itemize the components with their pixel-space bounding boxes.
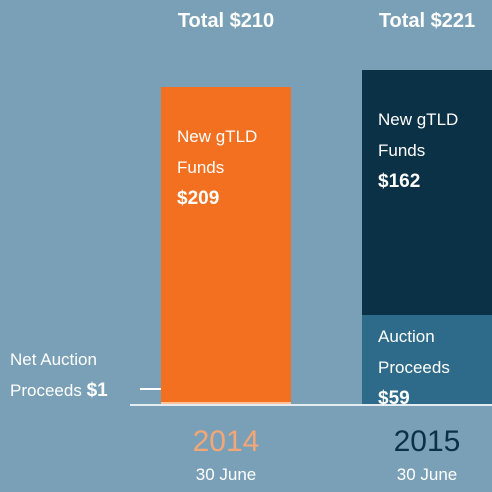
bar-segment (161, 402, 291, 404)
bar-segment (362, 314, 492, 404)
segment-label: New gTLD Funds $209 (177, 121, 277, 214)
bar-segment (161, 86, 291, 403)
segment-value: $1 (86, 380, 108, 401)
segment-label: Auction Proceeds $59 (378, 321, 478, 414)
segment-value: $162 (378, 171, 421, 192)
segment-name: New gTLD Funds (378, 110, 459, 160)
segment-name: New gTLD Funds (177, 126, 258, 177)
bar-segment (362, 70, 492, 315)
segment-name: Auction Proceeds (378, 326, 450, 377)
segment-value: $209 (177, 187, 220, 209)
category-sublabel: 30 June (195, 465, 257, 484)
category-label: 2015 (393, 425, 461, 458)
segment-value: $59 (378, 387, 410, 409)
segment-label: New gTLD Funds $162 (378, 104, 478, 197)
category-label: 2014 (192, 425, 260, 458)
segment-name: Net Auction Proceeds (10, 350, 97, 400)
total-label: Total $210 (177, 10, 275, 32)
baseline (130, 404, 492, 406)
category-sublabel: 30 June (396, 465, 458, 484)
segment-label: Net Auction Proceeds $1 (10, 344, 128, 406)
connector (140, 388, 178, 390)
total-label: Total $221 (378, 10, 476, 32)
